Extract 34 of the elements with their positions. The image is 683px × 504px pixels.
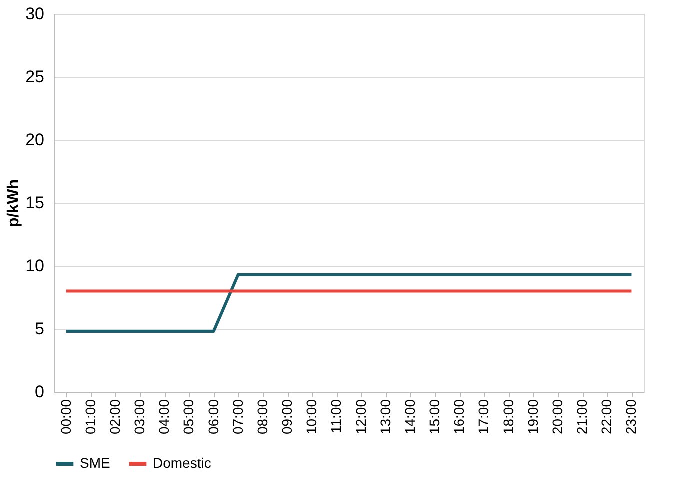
x-tick-label: 14:00: [402, 399, 418, 435]
y-tick-label: 5: [35, 320, 44, 338]
x-tick-label: 03:00: [132, 399, 148, 435]
x-tick-label: 08:00: [254, 399, 270, 435]
x-tick-label: 20:00: [549, 399, 566, 435]
x-tick-label: 11:00: [328, 399, 344, 434]
x-tick-label: 18:00: [500, 399, 516, 435]
y-tick-label: 0: [35, 382, 44, 402]
x-tick-label: 10:00: [304, 399, 320, 435]
y-tick-label: 25: [26, 68, 44, 86]
y-axis-title: p/kWh: [6, 180, 23, 228]
x-tick-label: 21:00: [574, 399, 590, 435]
x-tick-label: 05:00: [180, 399, 197, 435]
y-tick-label: 15: [26, 194, 44, 212]
x-tick-label: 02:00: [106, 399, 123, 435]
x-tick-label: 06:00: [205, 399, 222, 435]
x-tick-label: 16:00: [451, 399, 468, 435]
x-tick-label: 12:00: [352, 399, 369, 435]
x-tick-label: 00:00: [58, 399, 74, 435]
x-tick-label: 09:00: [279, 399, 296, 435]
x-tick-label: 15:00: [426, 399, 443, 435]
x-tick-label: 19:00: [524, 399, 541, 435]
x-tick-label: 17:00: [476, 399, 492, 435]
x-tick-label: 22:00: [598, 399, 615, 435]
y-tick-label: 10: [26, 256, 44, 276]
x-tick-label: 23:00: [623, 399, 640, 435]
x-tick-label: 01:00: [82, 399, 98, 435]
legend-label: SME: [80, 455, 110, 471]
x-tick-label: 04:00: [156, 399, 172, 435]
legend-label: Domestic: [153, 455, 212, 471]
x-tick-label: 13:00: [377, 399, 394, 435]
y-tick-label: 20: [26, 130, 44, 150]
x-tick-label: 07:00: [230, 399, 246, 435]
y-tick-label: 30: [26, 4, 44, 24]
